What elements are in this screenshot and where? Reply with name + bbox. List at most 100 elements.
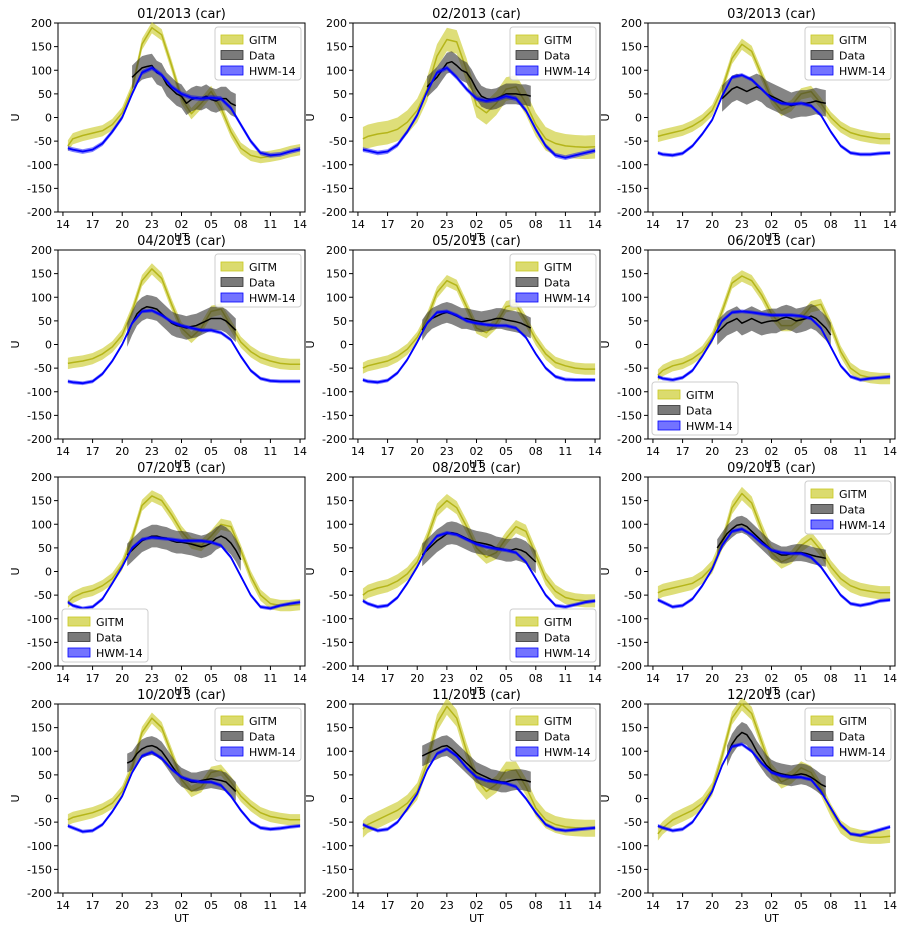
y-tick-label: -200	[322, 433, 347, 446]
x-tick-label: 05	[204, 899, 218, 912]
y-tick-label: -50	[329, 589, 347, 602]
y-tick-label: 150	[621, 41, 642, 54]
data-band	[132, 53, 236, 118]
x-tick-label: 02	[470, 218, 484, 231]
gitm-band	[657, 270, 891, 385]
x-tick-label: 17	[381, 899, 395, 912]
x-tick-label: 05	[499, 899, 513, 912]
x-tick-label: 02	[765, 445, 779, 458]
y-tick-label: -200	[27, 887, 52, 900]
x-tick-label: 05	[204, 445, 218, 458]
y-tick-label: 150	[621, 495, 642, 508]
y-tick-label: -150	[617, 182, 642, 195]
x-tick-label: 14	[351, 899, 365, 912]
legend-label-gitm: GITM	[96, 616, 124, 629]
y-tick-label: -150	[322, 863, 347, 876]
y-axis-label: U	[304, 113, 317, 121]
subplot-title: 10/2013 (car)	[137, 688, 226, 703]
subplot-2: -200 -150 -100 -50 0 50 100 150 200 14 17 20 23 02 05 0…	[304, 7, 602, 244]
legend-label-gitm: GITM	[544, 715, 572, 728]
x-tick-label: 14	[883, 445, 897, 458]
x-tick-label: 14	[351, 445, 365, 458]
legend: GITM Data HWM-14	[651, 381, 739, 436]
x-tick-label: 11	[558, 672, 572, 685]
y-tick-label: 50	[333, 315, 347, 328]
legend-label-data: Data	[544, 632, 570, 645]
x-tick-label: 14	[883, 899, 897, 912]
y-axis-label: U	[599, 113, 612, 121]
y-tick-label: 0	[340, 339, 347, 352]
y-tick-label: 200	[326, 244, 347, 257]
hwm-14-line	[657, 528, 891, 608]
y-tick-label: 100	[31, 518, 52, 531]
x-tick-label: 20	[115, 445, 129, 458]
x-tick-label: 14	[293, 672, 307, 685]
y-axis-label: U	[9, 113, 22, 121]
x-tick-label: 14	[646, 445, 660, 458]
data-line	[721, 86, 826, 107]
x-tick-label: 20	[705, 445, 719, 458]
y-tick-label: 200	[326, 698, 347, 711]
x-tick-label: 14	[56, 672, 70, 685]
y-tick-label: -50	[624, 816, 642, 829]
y-tick-label: -50	[329, 362, 347, 375]
x-tick-label: 02	[175, 672, 189, 685]
subplot-title: 03/2013 (car)	[727, 7, 816, 22]
y-tick-label: 50	[333, 542, 347, 555]
x-tick-label: 20	[410, 218, 424, 231]
hwm-14-band	[67, 65, 301, 158]
y-tick-label: 50	[333, 769, 347, 782]
y-tick-label: 100	[31, 64, 52, 77]
y-tick-label: 50	[38, 88, 52, 101]
gitm-line	[362, 38, 596, 149]
x-tick-label: 11	[853, 899, 867, 912]
y-tick-label: 100	[621, 518, 642, 531]
y-tick-label: 150	[621, 268, 642, 281]
hwm-14-line	[362, 310, 596, 384]
y-tick-label: 100	[31, 745, 52, 758]
x-tick-label: 20	[705, 899, 719, 912]
legend-label-gitm: GITM	[839, 488, 867, 501]
x-tick-label: 05	[204, 672, 218, 685]
y-tick-label: -100	[617, 386, 642, 399]
y-tick-label: 0	[635, 793, 642, 806]
y-tick-label: 200	[621, 244, 642, 257]
x-tick-label: 14	[588, 218, 602, 231]
x-tick-label: 17	[86, 899, 100, 912]
legend-label-data: Data	[96, 632, 122, 645]
y-tick-label: 200	[31, 698, 52, 711]
x-tick-label: 08	[824, 899, 838, 912]
hwm-14-line	[362, 531, 596, 608]
y-tick-label: -150	[322, 409, 347, 422]
subplot-5: -200 -150 -100 -50 0 50 100 150 200 14 17 20 23 02 05 0…	[304, 234, 602, 471]
x-tick-label: 17	[86, 445, 100, 458]
data-line	[716, 315, 832, 336]
x-tick-label: 11	[558, 445, 572, 458]
legend-swatch-hwm	[220, 65, 244, 76]
x-axis-label: UT	[469, 912, 484, 925]
x-tick-label: 11	[263, 218, 277, 231]
y-tick-label: 50	[628, 769, 642, 782]
x-tick-label: 20	[115, 218, 129, 231]
y-tick-label: 150	[31, 495, 52, 508]
subplot-3: -200 -150 -100 -50 0 50 100 150 200 14 17 20 23 02 05 0…	[599, 7, 897, 244]
y-tick-label: -200	[617, 433, 642, 446]
y-tick-label: 100	[31, 291, 52, 304]
x-tick-label: 20	[410, 445, 424, 458]
y-axis-label: U	[9, 794, 22, 802]
y-tick-label: 100	[621, 745, 642, 758]
x-tick-label: 14	[588, 899, 602, 912]
subplot-9: -200 -150 -100 -50 0 50 100 150 200 14 17 20 23 02 05 0…	[599, 461, 897, 698]
y-tick-label: 150	[326, 495, 347, 508]
legend: GITM Data HWM-14	[61, 608, 149, 663]
x-tick-label: 02	[175, 445, 189, 458]
x-tick-label: 08	[529, 672, 543, 685]
x-tick-label: 02	[765, 218, 779, 231]
x-tick-label: 02	[175, 218, 189, 231]
legend-swatch-gitm	[810, 34, 834, 45]
y-tick-label: 200	[31, 471, 52, 484]
x-axis-label: UT	[764, 685, 779, 698]
x-axis-label: UT	[174, 458, 189, 471]
y-tick-label: -50	[624, 135, 642, 148]
y-tick-label: 0	[340, 793, 347, 806]
